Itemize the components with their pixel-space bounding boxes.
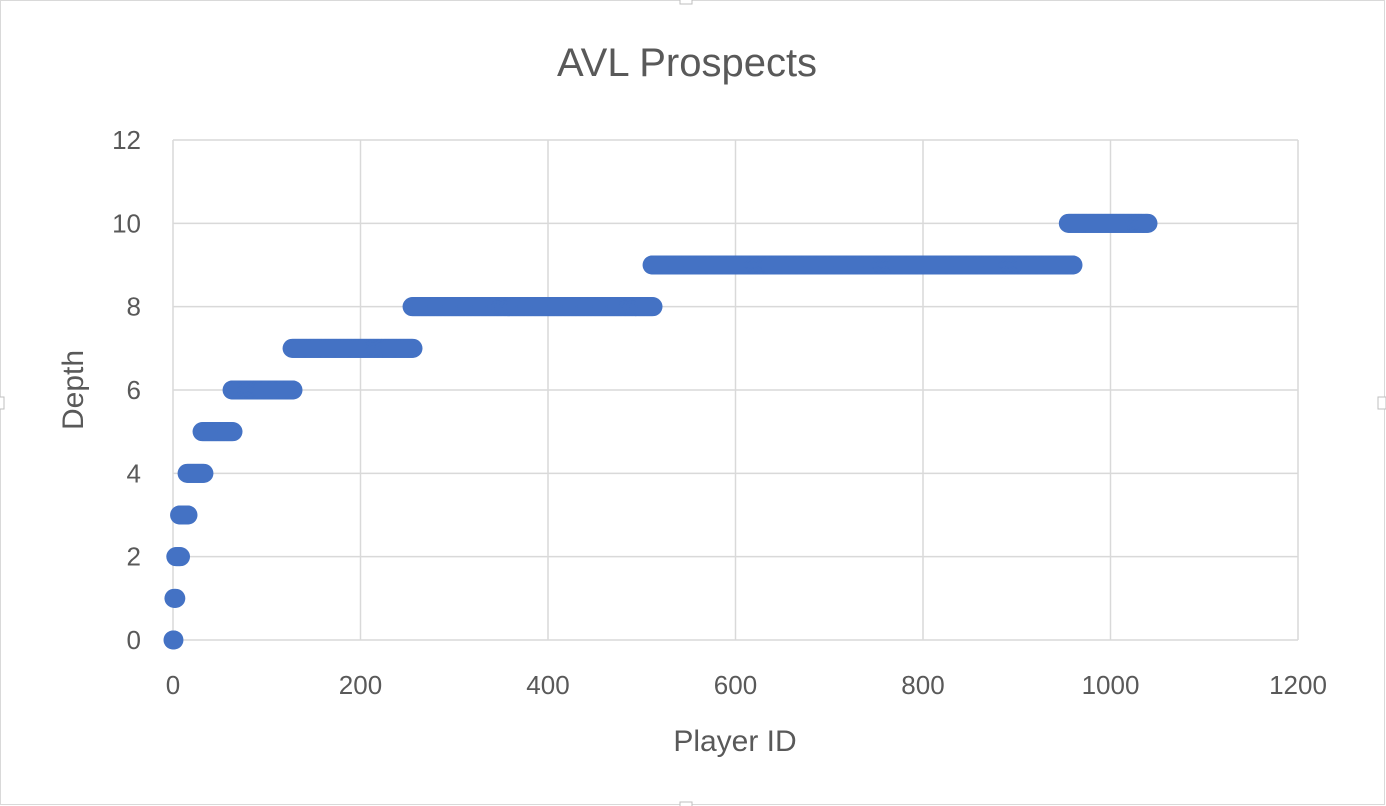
x-tick-label: 1200 <box>1269 670 1327 700</box>
data-point <box>194 463 214 483</box>
x-axis-ticks: 0 200 400 600 800 1000 1200 <box>166 670 1327 700</box>
depth-run-5 <box>192 422 243 442</box>
y-tick-label: 0 <box>127 625 141 655</box>
y-tick-label: 4 <box>127 458 141 488</box>
resize-handle-left[interactable] <box>0 396 5 410</box>
data-point <box>178 505 198 525</box>
x-tick-label: 400 <box>526 670 569 700</box>
x-tick-label: 800 <box>901 670 944 700</box>
x-axis-title: Player ID <box>673 725 796 758</box>
chart-title: AVL Prospects <box>557 41 817 85</box>
data-point <box>403 338 423 358</box>
data-point <box>166 588 186 608</box>
x-tick-label: 600 <box>714 670 757 700</box>
depth-run-4 <box>177 463 214 483</box>
x-tick-label: 0 <box>166 670 180 700</box>
resize-handle-right[interactable] <box>1377 396 1386 410</box>
y-axis-ticks: 0 2 4 6 8 10 12 <box>112 125 141 655</box>
data-point <box>164 630 184 650</box>
x-tick-label: 1000 <box>1082 670 1140 700</box>
depth-run-3 <box>170 505 198 525</box>
depth-run-1 <box>164 588 186 608</box>
depth-run-10 <box>1058 213 1158 233</box>
resize-handle-top[interactable] <box>679 0 693 5</box>
data-point <box>643 297 663 317</box>
resize-handle-bottom[interactable] <box>679 801 693 806</box>
data-point <box>1063 255 1083 275</box>
y-tick-label: 2 <box>127 542 141 572</box>
y-tick-label: 6 <box>127 375 141 405</box>
data-point <box>283 380 303 400</box>
y-tick-label: 12 <box>112 125 141 155</box>
x-tick-label: 200 <box>339 670 382 700</box>
data-point <box>223 422 243 442</box>
gridlines <box>172 139 1299 641</box>
y-tick-label: 10 <box>112 208 141 238</box>
data-points <box>163 213 1158 650</box>
y-axis-title: Depth <box>57 350 90 430</box>
depth-run-7 <box>282 338 423 358</box>
depth-run-8 <box>402 297 663 317</box>
y-tick-label: 8 <box>127 292 141 322</box>
data-point <box>1138 213 1158 233</box>
depth-run-2 <box>166 547 190 567</box>
depth-run-0 <box>163 630 184 650</box>
data-point <box>171 547 190 567</box>
depth-run-6 <box>222 380 303 400</box>
depth-run-9 <box>642 255 1083 275</box>
